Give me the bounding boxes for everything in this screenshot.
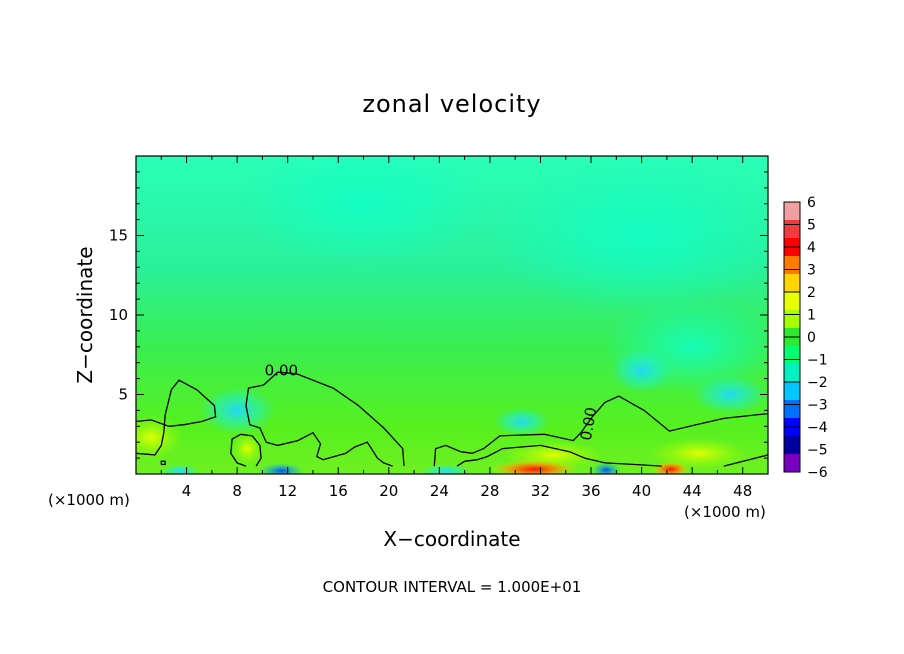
- x-tick-label: 20: [379, 482, 398, 500]
- colorbar-swatch: [784, 346, 800, 365]
- colorbar-swatch: [784, 400, 800, 419]
- x-tick-label: 44: [683, 482, 702, 500]
- colorbar-swatch: [784, 202, 800, 221]
- x-tick-label: 16: [329, 482, 348, 500]
- y-tick-label: 15: [109, 227, 128, 245]
- colorbar: 6 5 4 3 2 1 0 −1 −2 −3 −4 −5 −6: [783, 195, 828, 481]
- field-feature-9: [647, 437, 750, 470]
- zero-contour-6: [723, 454, 768, 467]
- field-feature-14: [591, 462, 622, 474]
- colorbar-label: −6: [807, 465, 828, 481]
- field-feature-1: [489, 156, 768, 315]
- field-feature-6: [199, 386, 276, 435]
- contour-interval-note: CONTOUR INTERVAL = 1.000E+01: [323, 578, 582, 596]
- field-feature-7: [136, 415, 183, 460]
- colorbar-swatch: [784, 220, 800, 239]
- field-feature-11: [489, 459, 579, 474]
- y-axis: 5 10 15: [109, 171, 768, 459]
- colorbar-label: −1: [807, 353, 828, 369]
- zero-contour-7: [160, 460, 166, 466]
- field-feature-12: [651, 461, 690, 474]
- zero-contour-4: [433, 395, 768, 467]
- y-axis-label: Z−coordinate: [73, 246, 97, 383]
- colorbar-label: 0: [807, 330, 816, 346]
- field-feature-13: [258, 462, 305, 474]
- colorbar-swatch: [784, 382, 800, 401]
- field-feature-16: [161, 464, 200, 474]
- y-tick-label: 5: [118, 386, 128, 404]
- colorbar-label: 5: [807, 218, 816, 234]
- colorbar-label: 2: [807, 285, 816, 301]
- x-tick-label: 12: [278, 482, 297, 500]
- colorbar-label: −2: [807, 375, 828, 391]
- colorbar-swatch: [784, 436, 800, 455]
- zero-contour-0: [136, 379, 217, 456]
- x-unit-right: (×1000 m): [684, 503, 766, 521]
- colorbar-swatch: [784, 256, 800, 275]
- field-feature-5: [493, 407, 550, 436]
- field-feature-8: [232, 432, 263, 465]
- x-tick-label: 36: [581, 482, 600, 500]
- x-tick-label: 24: [430, 482, 449, 500]
- colorbar-swatch: [784, 310, 800, 329]
- x-tick-label: 28: [480, 482, 499, 500]
- chart-title: zonal velocity: [362, 90, 541, 118]
- contour-label-0: 0.00: [265, 361, 298, 379]
- plot-area: 0.00 0.00: [136, 156, 768, 474]
- x-unit-left: (×1000 m): [48, 491, 130, 509]
- zero-contour-2: [263, 371, 405, 467]
- x-tick-label: 48: [733, 482, 752, 500]
- colorbar-swatch: [784, 364, 800, 383]
- colorbar-label: −4: [807, 420, 828, 436]
- x-tick-label: 4: [182, 482, 192, 500]
- x-tick-label: 40: [632, 482, 651, 500]
- zero-contour-1: [230, 433, 262, 467]
- field-feature-3: [610, 348, 674, 393]
- field-feature-15: [420, 464, 471, 474]
- x-axis-label: X−coordinate: [383, 527, 520, 551]
- colorbar-label: −5: [807, 443, 828, 459]
- colorbar-swatch: [784, 292, 800, 311]
- colorbar-swatch: [784, 454, 800, 473]
- field-feature-4: [692, 375, 768, 414]
- colorbar-label: −3: [807, 398, 828, 414]
- contour-label-1: 0.00: [577, 406, 601, 442]
- x-tick-label: 32: [531, 482, 550, 500]
- colorbar-label: 1: [807, 308, 816, 324]
- y-tick-label: 10: [109, 306, 128, 324]
- field-feature-0: [237, 156, 490, 268]
- colorbar-label: 4: [807, 240, 816, 256]
- x-axis: 4 8 12 16 20 24 28 32 36 40 44 48: [160, 156, 752, 500]
- colorbar-swatch: [784, 274, 800, 293]
- colorbar-label: 3: [807, 263, 816, 279]
- zero-contour-3: [245, 384, 393, 467]
- colorbar-label: 6: [807, 195, 816, 211]
- zero-contour-5: [456, 444, 662, 467]
- x-tick-label: 8: [232, 482, 242, 500]
